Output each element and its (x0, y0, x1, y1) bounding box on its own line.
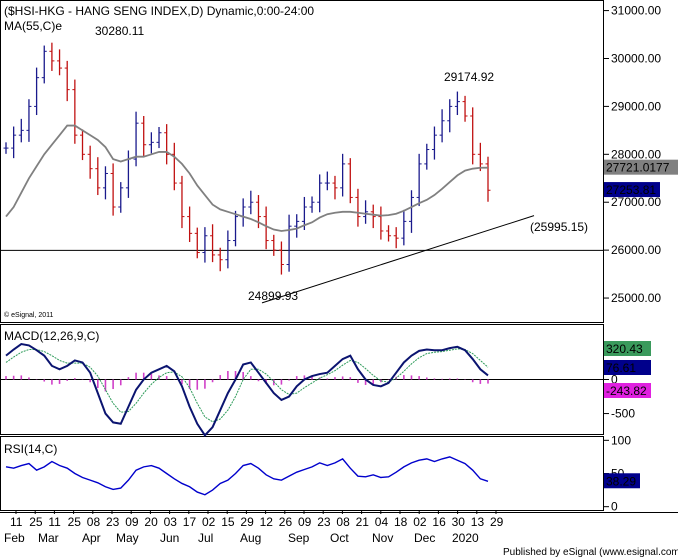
x-month-label: Jun (160, 531, 179, 545)
x-day-label: 04 (375, 515, 389, 529)
x-day-label: 30 (452, 515, 466, 529)
price-tick-label: 31000.00 (611, 4, 661, 18)
rsi-tick-label: 0 (611, 500, 618, 514)
x-day-label: 11 (48, 515, 61, 529)
x-day-label: 02 (202, 515, 216, 529)
rsi-value-text: 38.29 (606, 474, 636, 488)
x-axis: 11 25 11 25 08 23 09 20 03 17 02 15 29 12 26 09 23 08 21 04… (4, 510, 504, 545)
publisher-footer: Published by eSignal (www.esignal.com) (503, 547, 678, 558)
trendline (261, 215, 535, 304)
ma-line (5, 124, 489, 232)
x-day-label: 02 (413, 515, 427, 529)
macd-value-tag (604, 341, 651, 356)
x-day-label: 08 (336, 515, 350, 529)
x-month-label: Aug (240, 531, 261, 545)
last-price-tag (604, 182, 660, 198)
x-month-label: May (116, 531, 139, 545)
x-day-label: 18 (394, 515, 408, 529)
price-tick-label: 28000.00 (611, 147, 661, 161)
x-month-label: Mar (38, 531, 59, 545)
x-month-label: Apr (82, 531, 101, 545)
macd-signal-line (5, 348, 489, 423)
price-layer (0, 42, 604, 304)
macd-layer (0, 343, 604, 437)
rsi-layer (5, 456, 489, 496)
last-price-text: 27253.81 (606, 183, 656, 197)
rsi-value-tag (604, 473, 640, 489)
chart-title: ($HSI-HKG - HANG SENG INDEX,D) Dynamic,0… (4, 4, 314, 18)
hist-value-tag (604, 383, 651, 398)
ma-value-tag (604, 159, 678, 175)
macd-tick-label: 0 (611, 373, 618, 387)
x-day-label: 29 (240, 515, 254, 529)
price-tick-label: 26000.00 (611, 243, 661, 257)
x-month-label: Feb (4, 531, 25, 545)
price-tick-label: 25000.00 (611, 291, 661, 305)
x-day-label: 16 (432, 515, 446, 529)
x-day-label: 13 (471, 515, 485, 529)
x-day-label: 09 (298, 515, 312, 529)
macd-label: MACD(12,26,9,C) (4, 329, 99, 343)
price-panel-frame (0, 0, 604, 323)
x-month-label: Nov (372, 531, 393, 545)
rsi-label: RSI(14,C) (4, 442, 57, 456)
x-day-label: 25 (29, 515, 43, 529)
x-month-label: Sep (288, 531, 310, 545)
x-day-label: 12 (260, 515, 274, 529)
x-month-label: Oct (330, 531, 349, 545)
x-day-label: 23 (106, 515, 120, 529)
rsi-line (5, 456, 489, 496)
x-day-label: 26 (279, 515, 293, 529)
annotation-high-2: 29174.92 (444, 70, 494, 84)
signal-value-tag-text: 76.61 (606, 361, 636, 375)
rsi-tick-label: 100 (611, 433, 631, 447)
x-day-label: 03 (164, 515, 178, 529)
x-day-label: 25 (68, 515, 82, 529)
x-month-label: Jul (198, 531, 213, 545)
macd-value-tag-text: 320.43 (606, 342, 643, 356)
ma-value-text: 27721.0177 (606, 161, 670, 175)
rsi-panel-frame (0, 436, 604, 511)
annotation-low-1: 24899.93 (248, 289, 298, 303)
price-tick-label: 27000.00 (611, 195, 661, 209)
ma-legend: MA(55,C)e (4, 19, 62, 33)
rsi-axis: 10050038.29 (604, 433, 640, 514)
price-tick-label: 29000.00 (611, 99, 661, 113)
hist-value-tag-text: -243.82 (606, 384, 647, 398)
x-day-label: 09 (125, 515, 139, 529)
x-day-label: 08 (87, 515, 101, 529)
x-day-label: 20 (144, 515, 158, 529)
x-month-label: Dec (414, 531, 435, 545)
x-day-label: 15 (221, 515, 235, 529)
panel-frames (0, 0, 678, 513)
signal-value-tag (604, 360, 651, 375)
x-day-label: 11 (10, 515, 23, 529)
macd-line (5, 343, 489, 437)
macd-tick-label: -500 (611, 407, 635, 421)
x-day-label: 17 (183, 515, 197, 529)
annotation-high-1: 30280.11 (95, 24, 144, 38)
price-tick-label: 30000.00 (611, 51, 661, 65)
x-day-label: 23 (317, 515, 331, 529)
x-day-label: 29 (490, 515, 504, 529)
x-month-label: 2020 (452, 531, 479, 545)
annotation-support: (25995.15) (530, 220, 588, 234)
copyright-text: © eSignal, 2011 (4, 311, 54, 319)
x-day-label: 21 (356, 515, 370, 529)
price-axis: 31000.00 30000.00 29000.00 28000.00 27000.00… (604, 4, 678, 305)
